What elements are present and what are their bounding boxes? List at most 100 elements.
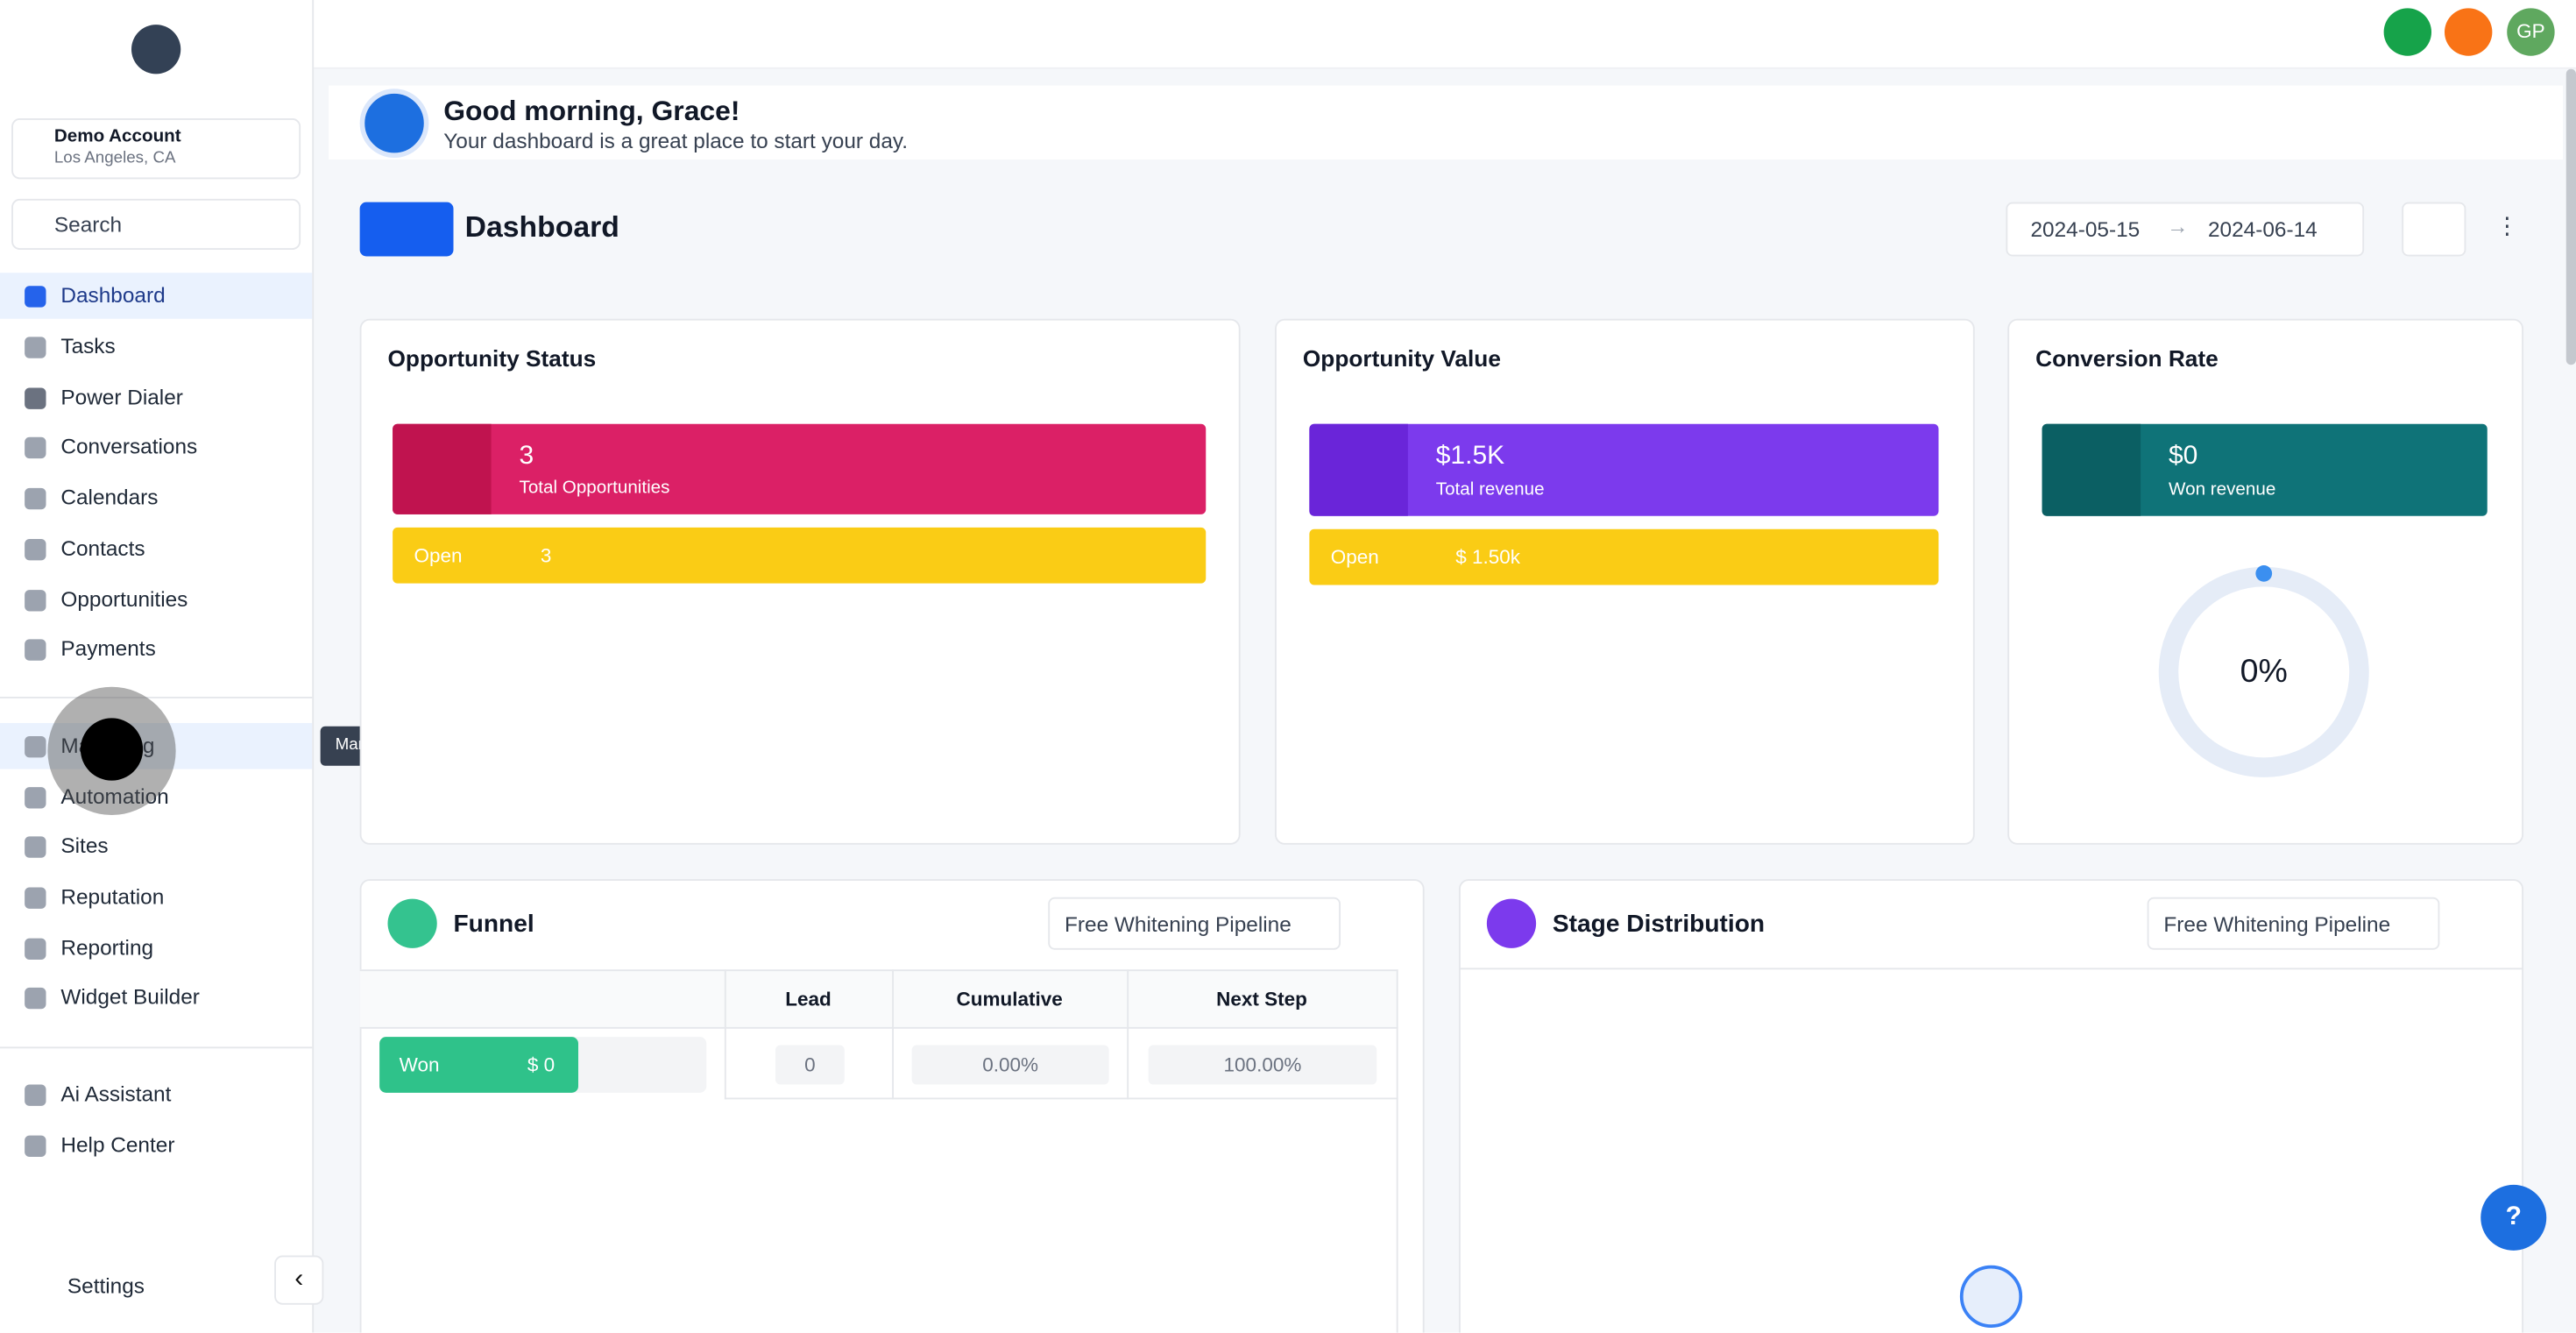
stat-value: $1.5K — [1435, 442, 1505, 471]
nav-item[interactable]: Ai Assistant — [60, 1081, 172, 1106]
donut — [2158, 565, 2369, 777]
row-label: Open — [1330, 545, 1379, 569]
stat-label: Total revenue — [1435, 479, 1545, 500]
nav-item[interactable]: Reputation — [60, 883, 165, 909]
nav-icon — [25, 337, 46, 358]
nav-icon — [25, 1135, 46, 1157]
pipeline-name: Free Whitening Pipeline — [2163, 911, 2391, 937]
stat-icon — [2042, 423, 2141, 516]
pipeline-select[interactable] — [1048, 897, 1341, 950]
stat-banner — [393, 423, 1207, 514]
col-border — [892, 969, 894, 1100]
nav-icon — [25, 787, 46, 809]
card-title: Funnel — [453, 910, 534, 939]
nav-highlight — [0, 273, 313, 319]
stage-amount: $ 0 — [527, 1053, 556, 1077]
search-placeholder: Search — [53, 211, 123, 237]
account-switcher[interactable] — [11, 118, 301, 180]
nav-item[interactable]: Automation — [60, 783, 169, 809]
edit-button[interactable] — [2402, 202, 2466, 257]
nav-icon — [25, 836, 46, 858]
donut-marker — [2255, 565, 2273, 582]
greeting-title: Good morning, Grace! — [443, 95, 740, 127]
layout-button[interactable] — [359, 202, 454, 257]
search-box[interactable] — [11, 198, 301, 250]
funnel-icon — [387, 898, 437, 948]
collapse-button[interactable]: ‹ — [274, 1255, 324, 1305]
scrollbar — [2565, 68, 2576, 365]
nav-item[interactable]: Widget Builder — [60, 984, 200, 1010]
date-end: 2024-06-14 — [2208, 216, 2318, 242]
sidebar — [0, 0, 315, 1333]
stat-icon — [1309, 423, 1408, 516]
next-step-cell: 100.00% — [1148, 1045, 1377, 1085]
nav-item[interactable]: Reporting — [60, 934, 154, 960]
stage-bar — [379, 1037, 578, 1093]
stat-value: $0 — [2169, 442, 2198, 471]
nav-icon — [25, 639, 46, 661]
divider — [1459, 968, 2523, 970]
status-row — [393, 527, 1207, 584]
date-range[interactable] — [2006, 202, 2365, 257]
col-border — [1396, 969, 1398, 1333]
nav-item[interactable]: Conversations — [60, 434, 198, 459]
nav-icon — [25, 887, 46, 909]
nav-icon — [25, 539, 46, 561]
pipeline-name: Free Whitening Pipeline — [1065, 911, 1292, 937]
divider — [0, 1046, 313, 1049]
nav-item[interactable]: Calendars — [60, 485, 159, 510]
pipeline-select[interactable] — [2147, 897, 2440, 950]
settings-link[interactable]: Settings — [67, 1273, 145, 1299]
user-avatar[interactable]: GP — [2507, 8, 2555, 56]
lead-cell: 0 — [775, 1045, 845, 1085]
nav-item[interactable]: Help Center — [60, 1131, 175, 1157]
stage-icon — [1486, 898, 1537, 948]
row-value: 3 — [540, 543, 552, 567]
nav-item[interactable]: Power Dialer — [60, 384, 183, 409]
nav-icon — [25, 286, 46, 308]
more-button[interactable]: ⋮ — [2495, 211, 2519, 238]
stage-distribution-card — [1459, 879, 2523, 1333]
cursor — [80, 718, 144, 781]
funnel-card — [359, 879, 1425, 1333]
greeting-avatar — [359, 89, 429, 158]
logo — [131, 25, 181, 74]
column-header: Cumulative — [956, 987, 1063, 1011]
top-bar — [0, 0, 2576, 69]
nav-item[interactable]: Sites — [60, 833, 109, 858]
row-value: $ 1.50k — [1455, 545, 1521, 569]
stat-banner — [1309, 423, 1939, 516]
nav-icon — [25, 736, 46, 758]
nav-icon — [25, 590, 46, 612]
call-button[interactable] — [2383, 8, 2431, 56]
nav-icon — [25, 487, 46, 510]
nav-item[interactable]: Payments — [60, 635, 156, 661]
date-start: 2024-05-15 — [2030, 216, 2141, 242]
stat-value: 3 — [519, 442, 534, 471]
dashboard-title: Dashboard — [464, 210, 619, 244]
notification-button[interactable] — [2445, 8, 2493, 56]
help-fab[interactable]: ? — [2480, 1184, 2547, 1251]
row-label: Open — [414, 543, 463, 567]
nav-icon — [25, 436, 46, 459]
nav-highlight — [0, 723, 313, 769]
nav-item[interactable]: Opportunities — [60, 586, 188, 612]
nav-item[interactable]: Tasks — [60, 333, 116, 358]
greeting-banner — [329, 85, 2563, 160]
nav-item[interactable]: Contacts — [60, 535, 145, 561]
status-row — [1309, 528, 1939, 585]
table-header — [359, 969, 1398, 1029]
account-name: Demo Account — [53, 126, 181, 146]
stat-icon — [393, 423, 492, 514]
arrow: → — [2167, 213, 2189, 238]
loading-indicator — [1959, 1265, 2023, 1328]
card-title: Conversion Rate — [2035, 344, 2219, 372]
card-title: Opportunity Status — [387, 344, 597, 372]
col-border — [1127, 969, 1129, 1100]
nav-item[interactable]: Dashboard — [60, 282, 166, 308]
conversion-percent: 0% — [2240, 654, 2288, 691]
cumulative-cell: 0.00% — [911, 1045, 1109, 1085]
account-location: Los Angeles, CA — [53, 149, 176, 168]
